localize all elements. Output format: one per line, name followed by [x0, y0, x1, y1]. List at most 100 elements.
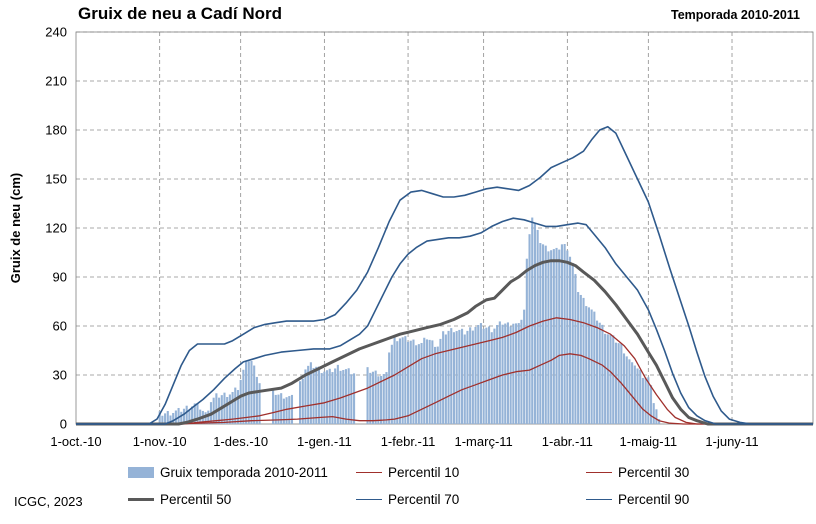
snow-depth-bar [520, 319, 523, 424]
snow-depth-bar [444, 334, 447, 424]
snow-depth-bar [560, 244, 563, 424]
snow-depth-bar [366, 367, 369, 424]
snow-depth-bar [320, 373, 323, 424]
snow-depth-bar [401, 337, 404, 424]
snow-depth-bar [609, 334, 612, 424]
snow-depth-bar [571, 262, 574, 424]
snow-depth-bar [493, 328, 496, 424]
snow-depth-bar [641, 377, 644, 424]
snow-depth-bar [420, 342, 423, 424]
snow-depth-bar [474, 326, 477, 424]
snow-depth-bar [544, 245, 547, 424]
snow-depth-bar [398, 338, 402, 424]
snow-depth-bar [164, 413, 167, 424]
snow-depth-bar [525, 258, 528, 424]
snow-depth-bar [253, 365, 256, 424]
snow-depth-bar [595, 320, 599, 424]
snow-depth-bar [326, 370, 329, 424]
snow-depth-bar [514, 323, 518, 424]
snow-depth-bar [191, 406, 194, 424]
snow-depth-bar [423, 337, 426, 424]
snow-depth-bar [490, 332, 493, 424]
snow-depth-bar [255, 376, 258, 424]
snow-depth-bar [369, 372, 372, 424]
snow-depth-bar [458, 329, 461, 424]
snow-depth-bar [374, 370, 377, 424]
snow-depth-bar [307, 365, 310, 424]
snow-depth-bar [531, 217, 534, 424]
snow-depth-bar [223, 392, 226, 424]
snow-depth-bar [350, 374, 353, 424]
snow-depth-bar [309, 362, 312, 424]
snow-depth-bar [496, 325, 499, 424]
snow-depth-bar [304, 369, 307, 424]
snow-depth-bar [328, 368, 331, 424]
snow-depth-bar [353, 373, 356, 424]
snow-depth-bar [371, 371, 375, 424]
snow-depth-bar [528, 234, 531, 424]
snow-depth-bar [455, 331, 458, 424]
snow-depth-bar [523, 309, 526, 424]
snow-depth-bar [436, 346, 439, 424]
y-tick-label: 30 [53, 368, 67, 383]
plot-area [75, 31, 814, 425]
snow-depth-bar [617, 343, 620, 424]
snow-depth-bar [582, 297, 585, 424]
chart-title: Gruix de neu a Cadí Nord [78, 4, 283, 23]
snow-depth-bar [272, 388, 275, 424]
snow-depth-bar [334, 368, 337, 424]
line-p30 [76, 317, 813, 425]
snow-depth-bar [639, 369, 642, 424]
snow-depth-bar [234, 387, 237, 424]
snow-depth-bar [633, 365, 636, 424]
snow-depth-bar [282, 398, 285, 424]
snow-depth-bar [169, 415, 172, 424]
snow-depth-bar [161, 415, 164, 424]
snow-depth-bar [185, 405, 188, 424]
snow-depth-bar [498, 321, 501, 424]
snow-depth-bar [563, 244, 566, 424]
snow-depth-bar [285, 397, 288, 424]
snow-depth-bar [477, 325, 480, 424]
snow-depth-bar [539, 243, 542, 424]
snow-depth-bar [612, 335, 615, 424]
snow-depth-bar [466, 330, 469, 424]
snow-depth-bar [404, 336, 407, 424]
y-tick-label: 120 [45, 221, 67, 236]
snow-depth-bar [628, 359, 631, 424]
snow-depth-bar [469, 327, 472, 424]
snow-depth-bar [204, 412, 207, 424]
snow-depth-bar [585, 306, 588, 424]
snow-depth-bar [196, 403, 199, 424]
snow-depth-bar [236, 390, 240, 424]
snow-depth-bar [382, 374, 385, 424]
y-tick-label: 60 [53, 319, 67, 334]
snow-depth-bar [512, 323, 515, 424]
snow-depth-bar [226, 396, 229, 424]
snow-depth-bar [239, 379, 242, 424]
snow-depth-bar [407, 341, 410, 424]
line-p10 [76, 353, 813, 425]
snow-depth-bar [180, 411, 183, 424]
snow-depth-bar [568, 256, 572, 424]
snow-depth-bar [636, 368, 639, 424]
snow-depth-bar [290, 394, 294, 424]
snow-depth-bar [658, 419, 661, 424]
snow-depth-bar [347, 368, 350, 424]
snow-depth-bar [428, 339, 431, 424]
snow-depth-bar [393, 337, 396, 424]
snow-depth-bar [631, 362, 634, 424]
snow-depth-bar [471, 330, 474, 424]
snow-depth-bar [415, 345, 418, 424]
snow-depth-bar [552, 249, 555, 424]
snow-depth-bar [377, 376, 380, 424]
snow-depth-bar [158, 411, 161, 424]
y-axis-label: Gruix de neu (cm) [8, 173, 23, 284]
snow-depth-bar [614, 342, 617, 424]
x-tick-label: 1-febr.-11 [381, 434, 436, 449]
snow-depth-bar [277, 394, 280, 424]
snow-depth-bar [622, 353, 626, 424]
x-tick-label: 1-nov.-10 [133, 434, 187, 449]
snow-depth-bar [485, 327, 488, 424]
